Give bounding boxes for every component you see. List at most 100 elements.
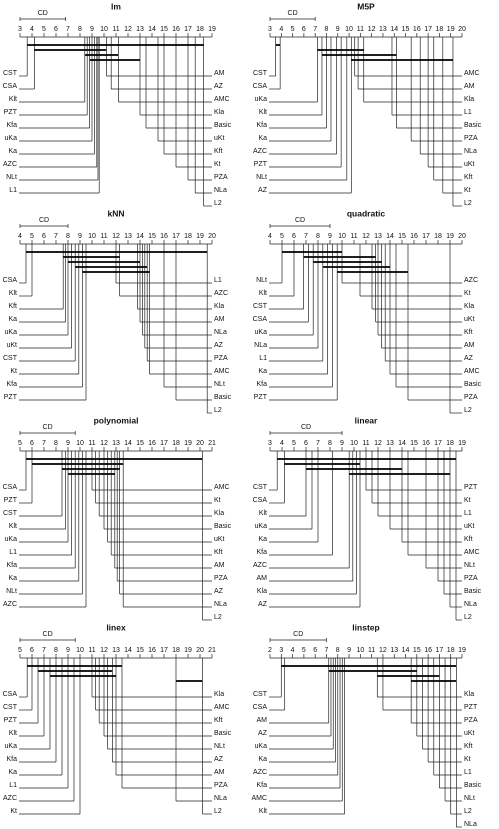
tick-label: 7 bbox=[42, 647, 46, 654]
method-label: Kft bbox=[214, 148, 223, 155]
tick-label: 17 bbox=[184, 26, 192, 33]
tick-label: 18 bbox=[196, 26, 204, 33]
tick-label: 14 bbox=[124, 440, 132, 447]
method-label: AM bbox=[257, 717, 268, 724]
method-label: PZT bbox=[4, 717, 18, 724]
cd-label: CD bbox=[293, 631, 303, 638]
method-label: AZ bbox=[258, 601, 268, 608]
cd-label: CD bbox=[301, 424, 311, 431]
method-label: Kfa bbox=[6, 381, 17, 388]
method-label: Klt bbox=[9, 730, 17, 737]
tick-label: 17 bbox=[160, 647, 168, 654]
method-label: CST bbox=[253, 303, 268, 310]
tick-label: 5 bbox=[291, 26, 295, 33]
tick-label: 10 bbox=[76, 440, 84, 447]
method-label: AM bbox=[464, 342, 475, 349]
tick-label: 6 bbox=[30, 647, 34, 654]
method-label: uKa bbox=[255, 743, 268, 750]
method-label: L2 bbox=[464, 614, 472, 621]
method-label: Ka bbox=[258, 756, 267, 763]
tick-label: 19 bbox=[458, 647, 466, 654]
cd-label: CD bbox=[295, 217, 305, 224]
panel-title: kNN bbox=[107, 208, 124, 218]
tick-label: 11 bbox=[100, 233, 107, 240]
tick-label: 6 bbox=[42, 233, 46, 240]
method-label: AZC bbox=[253, 769, 267, 776]
method-label: Basic bbox=[464, 588, 482, 595]
tick-label: 6 bbox=[302, 26, 306, 33]
method-label: AM bbox=[214, 769, 225, 776]
tick-label: 16 bbox=[172, 26, 180, 33]
method-label: AMC bbox=[464, 70, 480, 77]
method-label: L2 bbox=[464, 200, 472, 207]
tick-label: 4 bbox=[280, 440, 284, 447]
method-label: NLt bbox=[214, 743, 225, 750]
method-label: CSA bbox=[253, 83, 268, 90]
tick-label: 13 bbox=[112, 440, 120, 447]
method-label: Basic bbox=[214, 122, 232, 129]
method-label: Kfa bbox=[6, 562, 17, 569]
method-label: CST bbox=[253, 70, 268, 77]
tick-label: 10 bbox=[338, 233, 346, 240]
method-label: AM bbox=[214, 562, 225, 569]
method-label: L2 bbox=[464, 407, 472, 414]
panel-title: linex bbox=[106, 622, 126, 632]
tick-label: 6 bbox=[313, 647, 317, 654]
tick-label: 19 bbox=[196, 233, 204, 240]
method-label: NLt bbox=[6, 588, 17, 595]
method-label: NLa bbox=[214, 187, 227, 194]
method-label: L1 bbox=[464, 510, 472, 517]
method-label: AZC bbox=[3, 795, 17, 802]
method-label: Kt bbox=[10, 808, 17, 815]
tick-label: 4 bbox=[291, 647, 295, 654]
tick-label: 11 bbox=[368, 647, 375, 654]
method-label: CSA bbox=[253, 497, 268, 504]
tick-label: 8 bbox=[336, 647, 340, 654]
tick-label: 5 bbox=[302, 647, 306, 654]
tick-label: 9 bbox=[66, 440, 70, 447]
method-label: NLt bbox=[256, 174, 267, 181]
tick-label: 13 bbox=[112, 647, 120, 654]
method-label: Kla bbox=[257, 588, 267, 595]
panel-title: linear bbox=[355, 415, 378, 425]
method-label: Kt bbox=[214, 497, 221, 504]
method-label: AZC bbox=[3, 161, 17, 168]
tick-label: 19 bbox=[184, 647, 192, 654]
tick-label: 10 bbox=[356, 647, 364, 654]
method-label: Kfa bbox=[6, 122, 17, 129]
tick-label: 12 bbox=[100, 647, 108, 654]
method-label: Kfa bbox=[256, 381, 267, 388]
tick-label: 11 bbox=[350, 233, 357, 240]
tick-label: 3 bbox=[279, 647, 283, 654]
method-label: PZT bbox=[254, 161, 268, 168]
tick-label: 11 bbox=[112, 26, 119, 33]
tick-label: 18 bbox=[446, 440, 454, 447]
method-label: Kft bbox=[464, 536, 473, 543]
method-label: Kft bbox=[464, 329, 473, 336]
tick-label: 14 bbox=[148, 26, 156, 33]
method-label: L2 bbox=[464, 808, 472, 815]
method-label: Kla bbox=[214, 303, 224, 310]
tick-label: 14 bbox=[390, 26, 398, 33]
tick-label: 15 bbox=[398, 233, 406, 240]
tick-label: 12 bbox=[379, 647, 387, 654]
method-label: PZA bbox=[464, 135, 478, 142]
tick-label: 15 bbox=[136, 440, 144, 447]
tick-label: 15 bbox=[410, 440, 418, 447]
method-label: Kla bbox=[464, 96, 474, 103]
method-label: CSA bbox=[253, 316, 268, 323]
tick-label: 15 bbox=[413, 647, 421, 654]
method-label: AZ bbox=[214, 342, 224, 349]
method-label: CSA bbox=[3, 277, 18, 284]
tick-label: 16 bbox=[160, 233, 168, 240]
tick-label: 15 bbox=[136, 647, 144, 654]
tick-label: 3 bbox=[18, 26, 22, 33]
method-label: Ka bbox=[258, 368, 267, 375]
method-label: Kt bbox=[10, 368, 17, 375]
tick-label: 17 bbox=[434, 440, 442, 447]
method-label: AMC bbox=[214, 368, 230, 375]
tick-label: 18 bbox=[447, 647, 455, 654]
method-label: AZC bbox=[3, 601, 17, 608]
method-label: PZT bbox=[254, 394, 268, 401]
